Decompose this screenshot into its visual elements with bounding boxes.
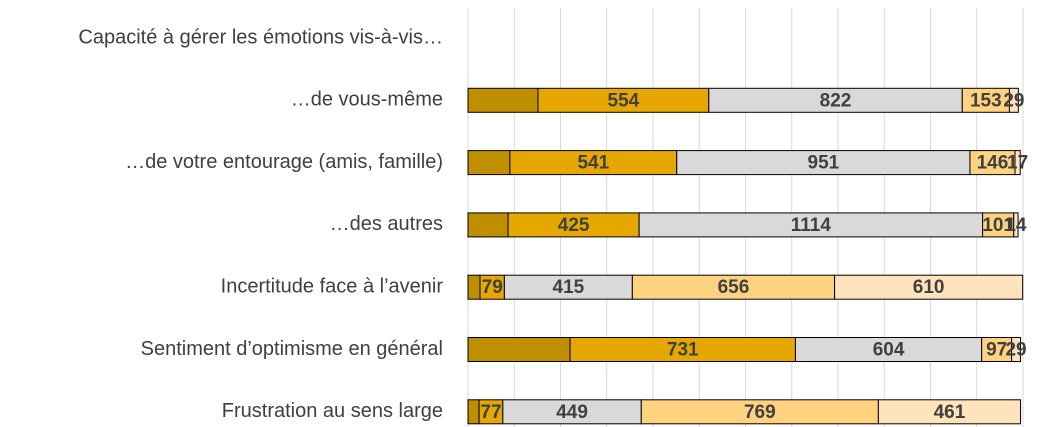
bar-segment [467,150,511,176]
bar-segment [467,274,481,300]
bar-segment [467,399,480,425]
data-label: 79 [482,277,503,298]
data-label: 461 [934,402,966,423]
data-label: 610 [913,277,945,298]
bar-segment [794,337,983,362]
data-label: 146 [977,153,1009,174]
bar-segment [503,274,633,300]
data-label: 425 [558,215,590,236]
bar-segment [631,274,836,300]
bar-segment [502,399,642,425]
bar-segment [569,337,796,362]
data-label: 769 [744,402,776,423]
data-label: 14 [1005,215,1027,236]
data-label: 101 [982,215,1014,236]
data-label: 29 [1005,340,1026,361]
bar-segment [877,399,1022,425]
category-label: Sentiment d’optimisme en général [141,338,443,360]
bar-segment [467,87,539,113]
data-label: 29 [1003,90,1024,111]
bar-segment [1014,150,1021,176]
bar-segment [1013,212,1019,238]
data-label: 77 [480,402,501,423]
data-label: 541 [577,153,609,174]
bar-segment [640,399,879,425]
category-label: …des autres [330,213,443,235]
bar-segment [676,150,971,176]
data-label: 731 [667,340,699,361]
bar-segment [982,212,1015,238]
data-label: 656 [718,277,750,298]
bar-segment [638,212,984,238]
data-label: 951 [808,153,840,174]
bar-segment [969,150,1016,176]
data-label: 449 [556,402,588,423]
bar-segment [834,274,1024,300]
bar-segment [479,274,505,300]
data-label: 1114 [791,215,832,236]
data-label: 822 [820,90,852,111]
bar-segment [509,150,678,176]
data-label: 554 [608,90,640,111]
bar-segment [961,87,1010,113]
bar-segment [467,337,571,362]
category-label: Capacité à gérer les émotions vis-à-vis… [78,26,443,48]
bar-segment [467,212,509,238]
data-label: 17 [1007,153,1028,174]
data-label: 97 [986,340,1007,361]
data-label: 153 [970,90,1002,111]
data-label: 604 [873,340,905,361]
bar-segment [708,87,963,113]
category-label: Incertitude face à l’avenir [221,275,444,297]
category-label: Frustration au sens large [222,400,443,422]
bar-segment [1008,87,1019,113]
category-label: …de vous-même [291,89,443,111]
category-label: …de votre entourage (amis, famille) [125,151,443,173]
bar-segment [1011,337,1022,362]
data-label: 415 [553,277,585,298]
